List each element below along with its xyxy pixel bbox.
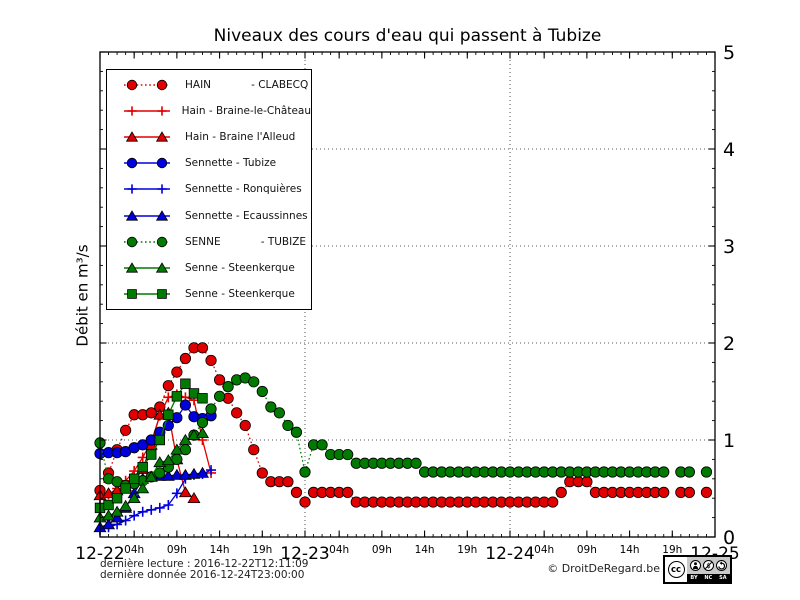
series-8 <box>94 378 208 514</box>
legend-item: Senne - Steenkerque <box>107 282 311 306</box>
legend-marker-triangle <box>124 262 170 273</box>
x-hour-label: 09h <box>167 544 187 556</box>
y-tick-label: 2 <box>723 333 735 355</box>
cc-icon: cc <box>665 557 687 582</box>
cc-sa-icon <box>716 560 727 571</box>
legend-item: Sennette - Tubize <box>107 151 311 175</box>
cc-nc-label: NC <box>704 575 713 581</box>
cc-license-badge: cc $ BY NC SA <box>663 555 732 584</box>
legend-marker-circle <box>124 158 170 169</box>
chart-title: Niveaux des cours d'eau qui passent à Tu… <box>213 26 602 46</box>
x-hour-label: 14h <box>210 544 230 556</box>
legend-marker-circle <box>124 79 170 91</box>
y-tick-label: 3 <box>723 236 735 258</box>
legend-marker-square <box>124 289 170 299</box>
x-hour-label: 19h <box>457 544 477 556</box>
legend-marker-circle <box>124 236 170 247</box>
x-hour-label: 09h <box>372 544 392 556</box>
x-day-label: 12-22 <box>75 544 124 564</box>
legend-marker-triangle <box>124 131 170 142</box>
legend-label: SENNE - TUBIZE <box>185 235 307 248</box>
y-tick-label: 4 <box>723 139 735 161</box>
legend-marker-plus <box>124 184 170 195</box>
x-hour-label: 04h <box>329 544 349 556</box>
x-hour-label: 04h <box>534 544 554 556</box>
x-hour-label: 04h <box>124 544 144 556</box>
legend-label: Sennette - Ecaussinnes <box>185 209 308 222</box>
x-day-label: 12-23 <box>280 544 329 564</box>
y-tick-label: 0 <box>723 527 735 549</box>
x-hour-label: 14h <box>620 544 640 556</box>
legend-marker-triangle <box>124 209 170 221</box>
cc-by-icon <box>690 560 701 571</box>
series-7 <box>93 427 210 523</box>
legend: HAIN - CLABECQ Hain - Braine-le-Château Ha… <box>106 69 312 310</box>
series-0 <box>94 342 713 508</box>
legend-item: SENNE - TUBIZE <box>107 230 311 254</box>
legend-label: Senne - Steenkerque <box>185 261 295 274</box>
x-hour-label: 09h <box>577 544 597 556</box>
footer-last-data: dernière donnée 2016-12-24T23:00:00 <box>100 569 305 581</box>
legend-item: Hain - Braine l'Alleud <box>107 125 311 149</box>
legend-label: Senne - Steenkerque <box>185 287 295 300</box>
legend-item: Hain - Braine-le-Château <box>107 99 311 123</box>
x-hour-label: 19h <box>662 544 682 556</box>
x-hour-label: 19h <box>252 544 272 556</box>
legend-marker-plus <box>124 106 170 116</box>
legend-label: Sennette - Ronquières <box>185 183 302 196</box>
footer-meta: dernière lecture : 2016-12-22T12:11:09 d… <box>100 559 308 581</box>
legend-label: Sennette - Tubize <box>185 157 277 170</box>
legend-item: Sennette - Ronquières <box>107 177 311 201</box>
x-day-label: 12-24 <box>485 544 534 564</box>
legend-item: HAIN - CLABECQ <box>107 73 311 97</box>
x-hour-label: 14h <box>415 544 435 556</box>
cc-sa-label: SA <box>719 575 727 581</box>
cc-by-label: BY <box>690 575 698 581</box>
legend-item: Sennette - Ecaussinnes <box>107 204 311 228</box>
footer-last-read: dernière lecture : 2016-12-22T12:11:09 <box>100 558 309 570</box>
series-3 <box>94 399 217 460</box>
copyright-text: © DroitDeRegard.be <box>547 562 660 575</box>
legend-label: HAIN - CLABECQ <box>185 79 309 92</box>
legend-label: Hain - Braine l'Alleud <box>185 131 296 144</box>
y-tick-label: 1 <box>723 430 735 452</box>
cc-nc-icon: $ <box>703 560 714 571</box>
y-tick-label: 5 <box>723 42 735 64</box>
legend-item: Senne - Steenkerque <box>107 256 311 280</box>
legend-label: Hain - Braine-le-Château <box>181 105 311 118</box>
